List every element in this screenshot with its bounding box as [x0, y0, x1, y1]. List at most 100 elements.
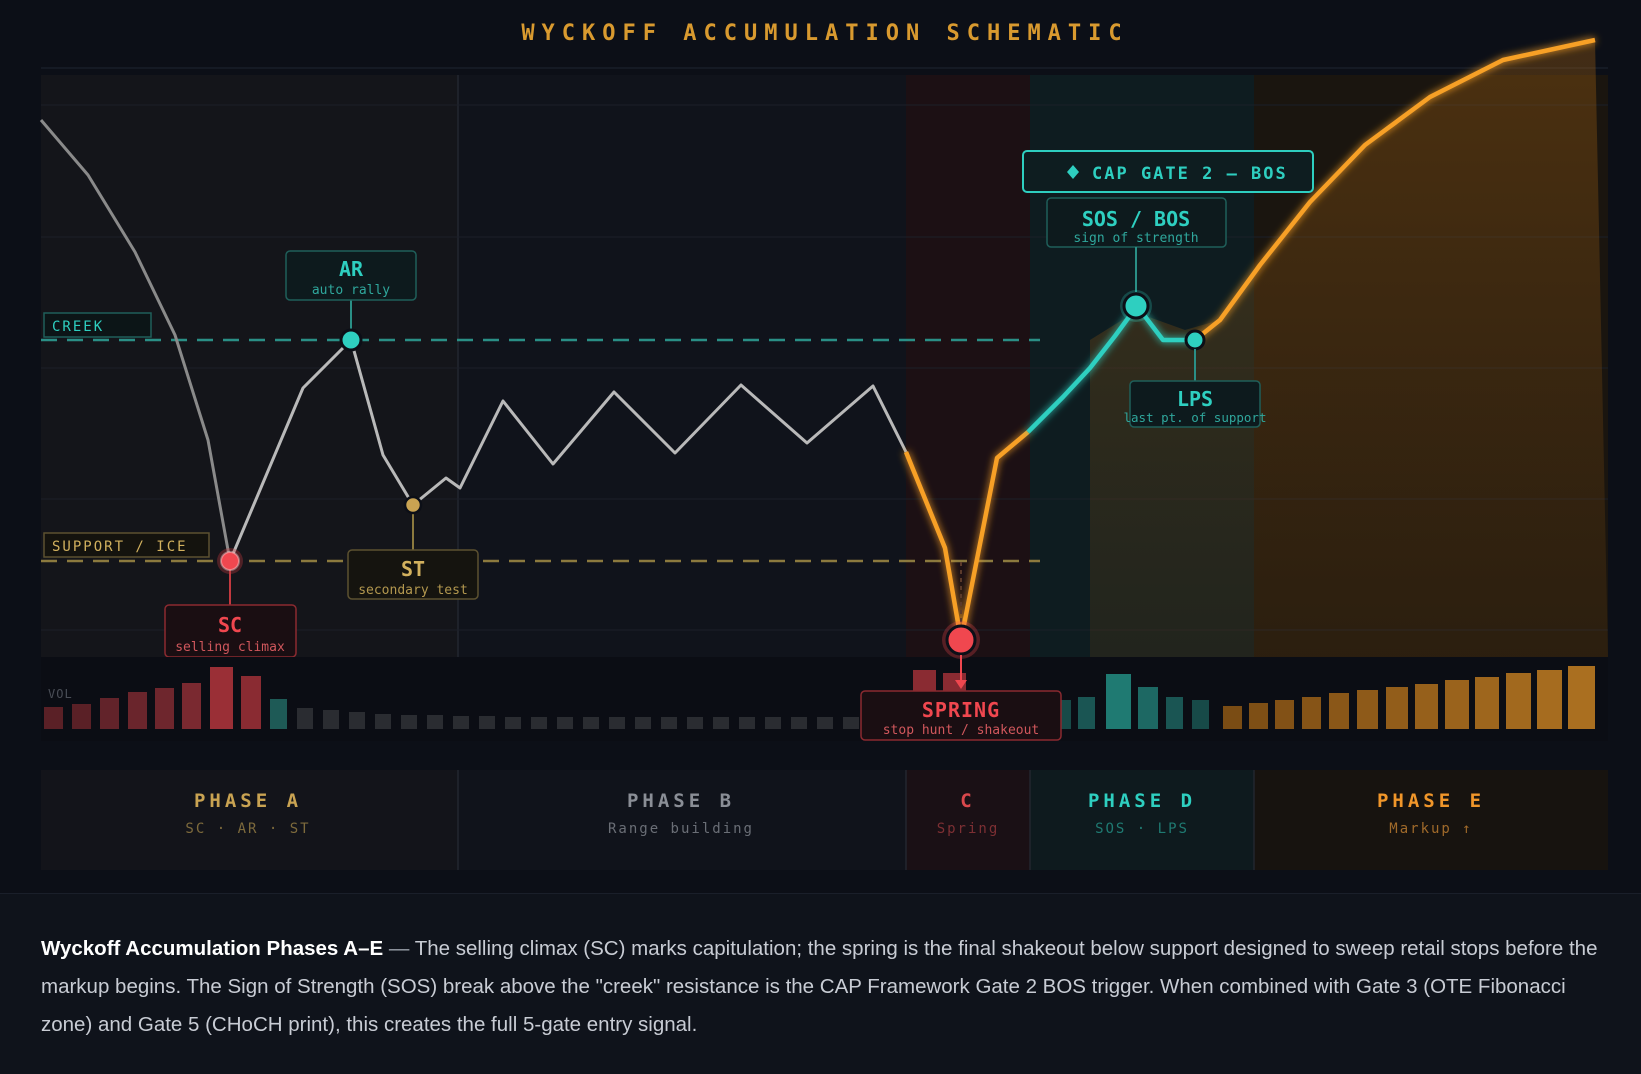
volume-bar [1329, 693, 1349, 729]
sc-code: SC [218, 613, 242, 637]
phase-a-sub: SC · AR · ST [185, 821, 310, 837]
volume-bar [765, 717, 781, 729]
volume-bar [1275, 700, 1294, 729]
phase-b-name: PHASE B [627, 790, 735, 812]
volume-bar [155, 688, 174, 729]
lps-code: LPS [1177, 387, 1213, 411]
caption-separator: — [383, 937, 415, 960]
phase-c-sub: Spring [937, 821, 1000, 837]
volume-bar [713, 717, 729, 729]
volume-bar [1078, 697, 1095, 729]
phase-e-name: PHASE E [1377, 790, 1485, 812]
st-code: ST [401, 557, 425, 581]
markup-line [1193, 37, 1596, 342]
spring-marker-core [945, 624, 977, 656]
decline-line [39, 119, 232, 562]
lps-desc: last pt. of support [1124, 410, 1267, 425]
sos-line [1026, 303, 1195, 434]
caption-title: Wyckoff Accumulation Phases A–E [41, 937, 384, 960]
phase-row: PHASE A SC · AR · ST PHASE B Range build… [41, 770, 1608, 870]
volume-bar [210, 667, 233, 729]
sos-marker-core [1122, 292, 1150, 320]
spring-code: SPRING [922, 698, 1000, 722]
volume-bar [1192, 700, 1209, 729]
volume-bar [609, 717, 625, 729]
volume-bar [1386, 687, 1408, 729]
volume-bar [583, 717, 599, 729]
phase-d-sub: SOS · LPS [1095, 821, 1189, 837]
volume-bar [182, 683, 201, 729]
volume-bar [1357, 690, 1378, 729]
phase-e-cell [1254, 770, 1608, 870]
ar-box [285, 250, 417, 301]
st-marker [403, 495, 423, 515]
volume-bar [505, 717, 521, 729]
volume-bar [100, 698, 119, 729]
volume-bar [1138, 687, 1158, 729]
ar-marker [339, 328, 363, 352]
lps-marker [1184, 329, 1206, 351]
volume-bar [241, 676, 261, 729]
volume-bar [128, 692, 147, 729]
support-label: SUPPORT / ICE [52, 539, 188, 555]
st-box [347, 549, 479, 600]
markup-area [1090, 40, 1608, 657]
phase-b-sub: Range building [608, 821, 754, 837]
phase-a-cell [41, 770, 458, 870]
volume-bar [375, 714, 391, 729]
volume-bar [297, 708, 313, 729]
phase-c-name: C [960, 790, 975, 812]
creek-label: CREEK [52, 319, 104, 335]
volume-bar [401, 715, 417, 729]
volume-bar [1537, 670, 1562, 729]
sos-code: SOS / BOS [1082, 207, 1190, 231]
volume-bar [453, 716, 469, 729]
cap-gate-box [1022, 150, 1314, 193]
sc-marker-core [220, 551, 240, 571]
ar-desc: auto rally [312, 283, 390, 298]
volume-bar [635, 717, 651, 729]
volume-bar [72, 704, 91, 729]
phase-d-name: PHASE D [1088, 790, 1196, 812]
support-tag [43, 532, 210, 558]
sos-desc: sign of strength [1073, 231, 1198, 246]
volume-bar [1166, 697, 1183, 729]
cap-gate-label: CAP GATE 2 — BOS [1092, 164, 1288, 184]
volume-bar [843, 717, 859, 729]
volume-bar [1249, 703, 1268, 729]
volume-bar [44, 707, 63, 729]
band-phase-c [906, 75, 1030, 657]
volume-bar [479, 716, 495, 729]
volume-label: VOL [48, 687, 73, 701]
volume-bar [791, 717, 807, 729]
volume-bar [1302, 697, 1321, 729]
caption: Wyckoff Accumulation Phases A–E — The se… [0, 893, 1641, 1074]
sc-desc: selling climax [175, 640, 285, 655]
diamond-icon [1067, 165, 1079, 179]
volume-bar [270, 699, 287, 729]
volume-bar [531, 717, 547, 729]
phase-c-cell [906, 770, 1030, 870]
volume-bar [349, 712, 365, 729]
volume-bar [1475, 677, 1499, 729]
arrow-down-icon [955, 680, 967, 689]
volume-bar [1223, 706, 1242, 729]
phase-d-cell [1030, 770, 1254, 870]
volume-bar [817, 717, 833, 729]
schematic-figure: WYCKOFF ACCUMULATION SCHEMATIC CREEK SUP… [39, 21, 1608, 870]
volume-bar [1506, 673, 1531, 729]
spring-box [860, 690, 1062, 741]
phase-e-sub: Markup ↑ [1389, 821, 1472, 837]
volume-bar [557, 717, 573, 729]
caption-text: The selling climax (SC) marks capitulati… [41, 937, 1598, 1036]
st-desc: secondary test [358, 583, 468, 598]
volume-bar [687, 717, 703, 729]
lps-box [1129, 380, 1261, 428]
phase-b-cell [458, 770, 906, 870]
diagram-title: WYCKOFF ACCUMULATION SCHEMATIC [521, 21, 1128, 46]
volume-bar [739, 717, 755, 729]
spring-desc: stop hunt / shakeout [883, 723, 1040, 738]
volume-bar [1568, 666, 1595, 729]
phase-a-name: PHASE A [194, 790, 302, 812]
range-line [228, 338, 908, 562]
